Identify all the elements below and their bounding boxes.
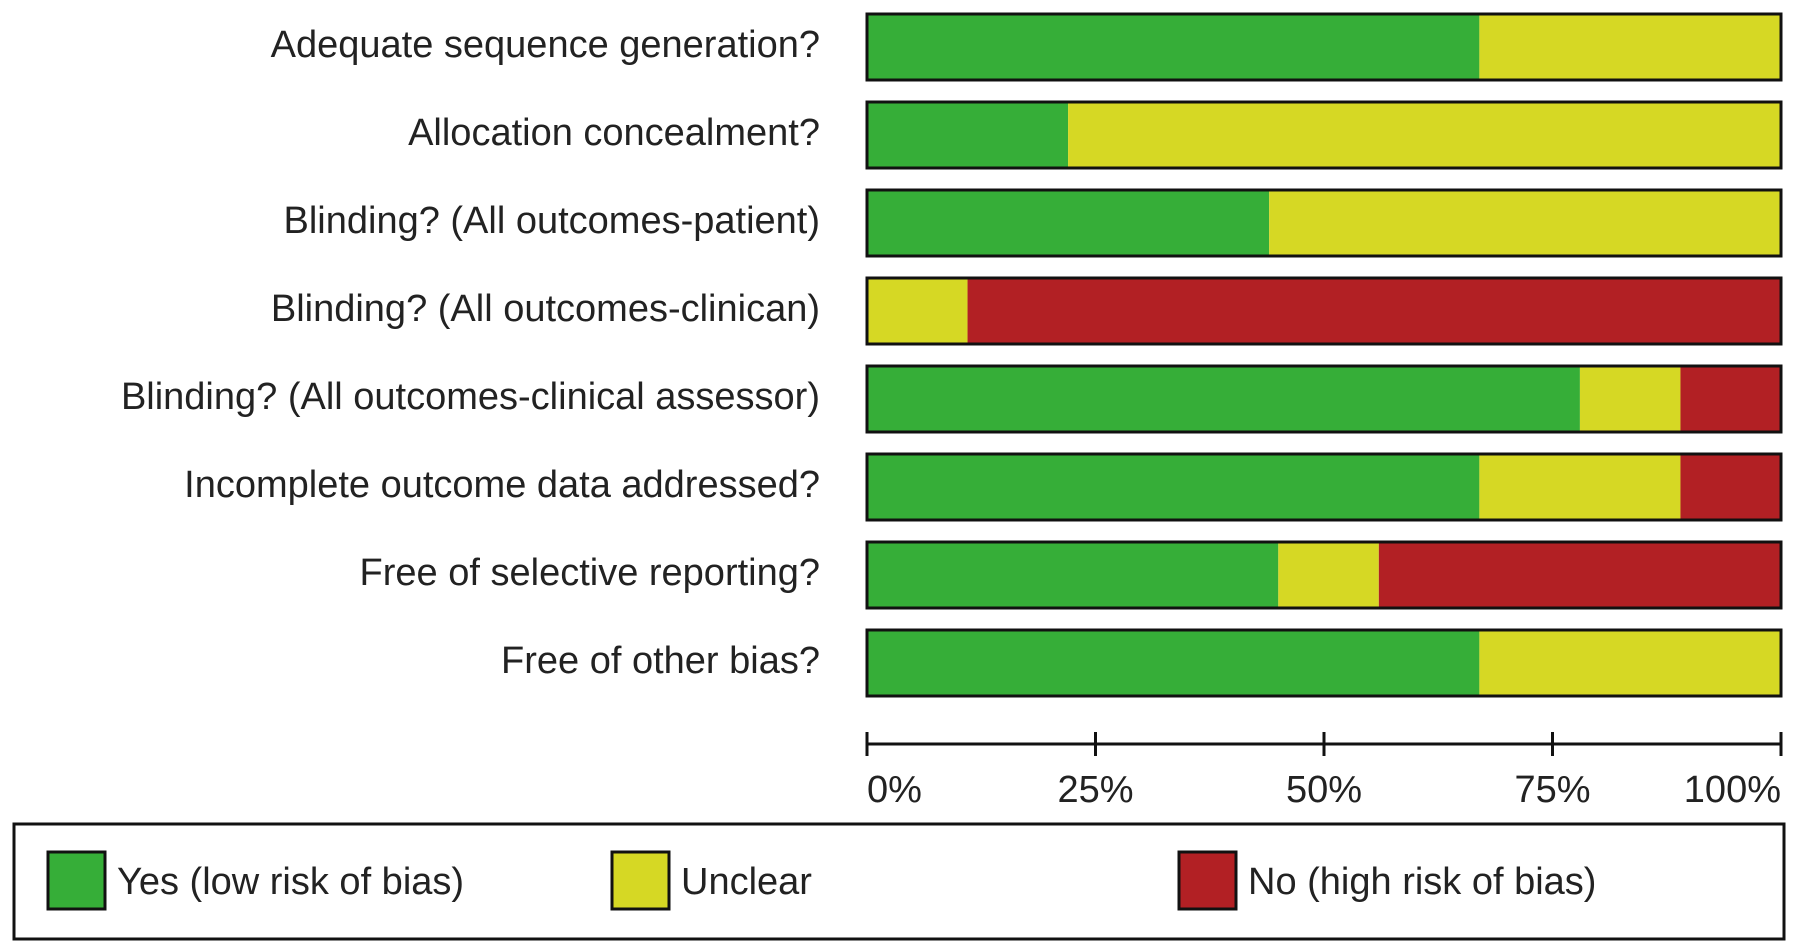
- bar-segment: [867, 14, 1480, 80]
- bar-outline: [865, 276, 1783, 346]
- bar-segment: [1378, 542, 1781, 608]
- category-label: Allocation concealment?: [408, 112, 820, 154]
- legend-swatch: [1177, 850, 1238, 911]
- bar-segment: [867, 278, 968, 344]
- x-tick-label: 75%: [1514, 769, 1590, 811]
- legend-label: Unclear: [681, 861, 812, 903]
- category-label: Blinding? (All outcomes-clinical assesso…: [121, 376, 820, 418]
- x-tick-label: 100%: [1684, 769, 1781, 811]
- x-tick-label: 50%: [1286, 769, 1362, 811]
- category-label: Free of other bias?: [501, 640, 820, 682]
- bar-segment: [1579, 366, 1681, 432]
- bar-segment: [867, 542, 1279, 608]
- bar-segment: [867, 190, 1270, 256]
- x-tick-label: 25%: [1057, 769, 1133, 811]
- bar-segment: [1479, 454, 1681, 520]
- bar-segment: [1680, 454, 1781, 520]
- legend-swatch: [610, 850, 671, 911]
- bar-segment: [1479, 630, 1781, 696]
- category-label: Adequate sequence generation?: [271, 24, 820, 66]
- bar-outline: [865, 12, 1783, 82]
- bar-segment: [867, 630, 1480, 696]
- bar-segment: [1269, 190, 1781, 256]
- bar-segment: [867, 454, 1480, 520]
- legend-label: Yes (low risk of bias): [117, 861, 464, 903]
- bar-segment: [867, 366, 1580, 432]
- bar-outline: [865, 628, 1783, 698]
- bar-outline: [865, 540, 1783, 610]
- legend-swatch: [46, 850, 107, 911]
- x-tick-label: 0%: [867, 769, 922, 811]
- legend-box: [12, 822, 1786, 941]
- bar-outline: [865, 188, 1783, 258]
- legend-label: No (high risk of bias): [1248, 861, 1596, 903]
- category-label: Blinding? (All outcomes-patient): [284, 200, 821, 242]
- bar-segment: [967, 278, 1781, 344]
- bar-segment: [1680, 366, 1781, 432]
- category-label: Free of selective reporting?: [360, 552, 820, 594]
- bar-outline: [865, 100, 1783, 170]
- bar-segment: [1068, 102, 1781, 168]
- bar-segment: [867, 102, 1069, 168]
- bar-outline: [865, 452, 1783, 522]
- bar-outline: [865, 364, 1783, 434]
- category-label: Incomplete outcome data addressed?: [184, 464, 820, 506]
- bar-segment: [1278, 542, 1379, 608]
- category-label: Blinding? (All outcomes-clinican): [271, 288, 820, 330]
- bar-segment: [1479, 14, 1781, 80]
